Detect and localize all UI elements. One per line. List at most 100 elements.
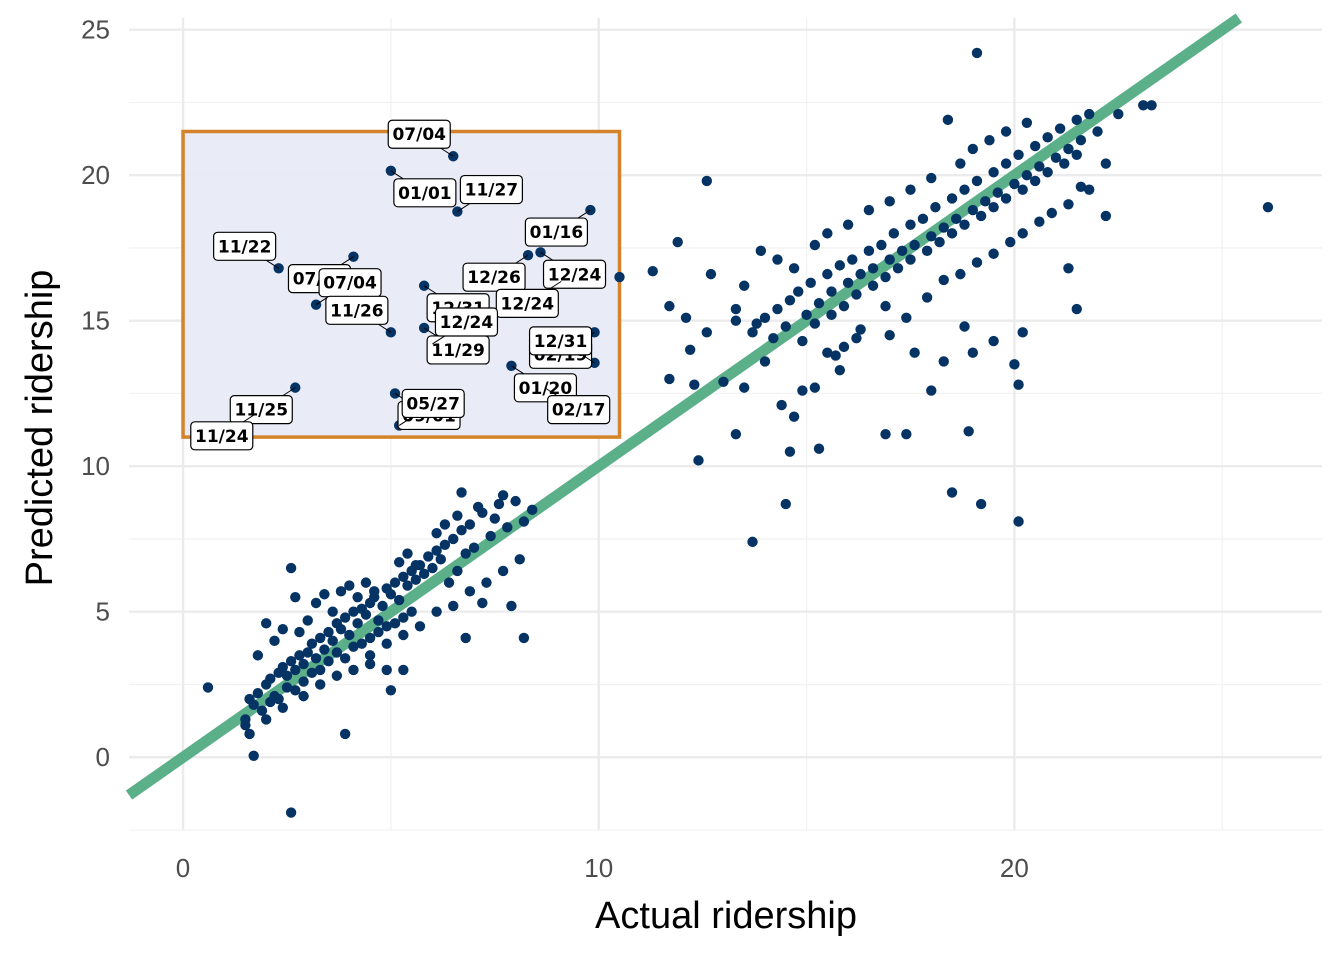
data-point xyxy=(298,690,309,702)
data-point xyxy=(273,693,284,705)
y-tick-label: 20 xyxy=(81,160,110,190)
data-point xyxy=(1050,152,1062,163)
data-point xyxy=(909,347,920,358)
data-point xyxy=(826,286,837,297)
data-point xyxy=(252,650,264,661)
data-point xyxy=(684,344,696,355)
data-point xyxy=(281,682,293,693)
data-point xyxy=(938,274,949,286)
date-label-box xyxy=(213,231,277,261)
data-point xyxy=(739,280,750,291)
data-point xyxy=(339,653,351,664)
data-point xyxy=(510,495,521,507)
data-point xyxy=(942,114,954,126)
data-point xyxy=(880,300,891,312)
data-point xyxy=(514,554,525,565)
data-point xyxy=(518,632,530,644)
x-tick-label: 20 xyxy=(1000,853,1029,883)
data-point xyxy=(381,638,392,649)
data-point xyxy=(855,268,866,280)
data-point xyxy=(319,589,330,600)
data-point xyxy=(306,638,318,649)
date-label: 12/26 xyxy=(462,254,529,292)
data-point xyxy=(772,303,783,315)
date-label-box xyxy=(434,307,499,337)
data-point xyxy=(348,664,359,676)
data-point xyxy=(244,728,255,740)
data-point xyxy=(335,586,347,597)
data-point xyxy=(730,315,742,326)
x-tick-label: 0 xyxy=(176,853,190,883)
date-label-text: 01/01 xyxy=(398,184,452,204)
data-point xyxy=(315,664,326,676)
data-point xyxy=(984,135,995,146)
data-point xyxy=(664,373,675,385)
data-point xyxy=(975,210,987,222)
data-point xyxy=(946,193,958,204)
data-point xyxy=(963,426,974,437)
labeled-data-point xyxy=(452,206,463,217)
data-point xyxy=(647,266,658,277)
data-point xyxy=(776,399,787,411)
date-label-box xyxy=(528,326,593,356)
data-point xyxy=(339,728,351,740)
data-point xyxy=(959,184,970,195)
data-point xyxy=(1046,207,1058,219)
data-point xyxy=(331,670,343,681)
data-point xyxy=(393,557,405,568)
data-point xyxy=(344,629,355,641)
data-point xyxy=(464,519,476,530)
data-point xyxy=(348,606,359,617)
date-label-text: 11/25 xyxy=(235,401,289,421)
data-point xyxy=(672,236,683,248)
date-label-box xyxy=(229,395,293,425)
reference-line-y-equals-x xyxy=(125,13,1243,800)
date-label: 02/17 xyxy=(544,387,611,425)
y-tick-label: 15 xyxy=(81,306,110,336)
data-point xyxy=(1017,228,1028,239)
data-point xyxy=(493,498,505,510)
data-point xyxy=(310,653,322,664)
date-label: 11/25 xyxy=(229,387,296,425)
data-point xyxy=(876,239,887,251)
data-point xyxy=(1021,169,1033,181)
date-label: 12/31 xyxy=(528,326,595,364)
data-point xyxy=(884,254,895,265)
data-point xyxy=(926,385,937,396)
data-point xyxy=(759,312,771,323)
data-point xyxy=(1034,216,1045,227)
date-label: 07/04 xyxy=(387,119,454,157)
date-label-text: 12/31 xyxy=(534,332,588,352)
data-point xyxy=(689,379,700,390)
data-point xyxy=(834,364,846,376)
data-point xyxy=(310,597,322,609)
data-point xyxy=(988,167,999,178)
data-point xyxy=(755,245,767,257)
data-point xyxy=(398,612,409,623)
data-point xyxy=(988,335,999,347)
data-point xyxy=(319,644,330,655)
data-point xyxy=(693,455,704,466)
data-point xyxy=(431,545,442,556)
x-tick-label: 10 xyxy=(584,853,613,883)
data-point xyxy=(751,318,762,329)
data-point xyxy=(398,664,409,676)
data-point xyxy=(1021,117,1033,128)
data-point xyxy=(813,443,825,454)
tick-labels: 0 10 20 0 5 10 15 20 25 xyxy=(81,15,1029,883)
data-point xyxy=(793,286,804,297)
date-label: 11/26 xyxy=(325,295,392,333)
date-label-text: 12/26 xyxy=(467,268,521,288)
data-point xyxy=(460,548,471,559)
data-point xyxy=(614,271,625,283)
data-point xyxy=(315,632,326,644)
data-point xyxy=(888,228,900,239)
data-point xyxy=(892,263,904,274)
data-point xyxy=(842,277,854,289)
data-point xyxy=(784,446,796,457)
data-point xyxy=(452,565,463,577)
data-point xyxy=(930,201,941,213)
date-label: 11/29 xyxy=(423,327,490,365)
data-point xyxy=(967,143,979,155)
data-point xyxy=(518,516,530,527)
